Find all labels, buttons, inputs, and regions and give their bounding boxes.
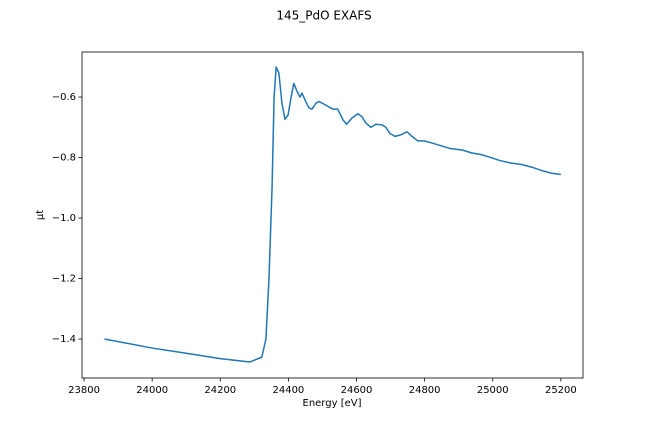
x-axis-label: Energy [eV] [303, 398, 362, 409]
x-tick-label: 24800 [409, 385, 441, 396]
x-tick-label: 24000 [136, 385, 168, 396]
y-tick-label: −1.2 [52, 274, 76, 285]
x-tick-label: 25200 [545, 385, 577, 396]
y-tick-label: −1.4 [52, 334, 76, 345]
data-line [104, 66, 561, 363]
y-tick-label: −1.0 [52, 213, 76, 224]
x-tick-label: 24200 [204, 385, 236, 396]
x-tick-label: 24400 [272, 385, 304, 396]
x-tick-label: 23800 [68, 385, 100, 396]
x-tick-label: 24600 [341, 385, 373, 396]
y-tick-label: −0.8 [52, 153, 76, 164]
x-tick-label: 25000 [477, 385, 509, 396]
y-tick-label: −0.6 [52, 92, 76, 103]
y-axis-label: μt [35, 210, 46, 220]
chart-title: 145_PdO EXAFS [276, 9, 371, 23]
plot-frame [81, 51, 584, 379]
